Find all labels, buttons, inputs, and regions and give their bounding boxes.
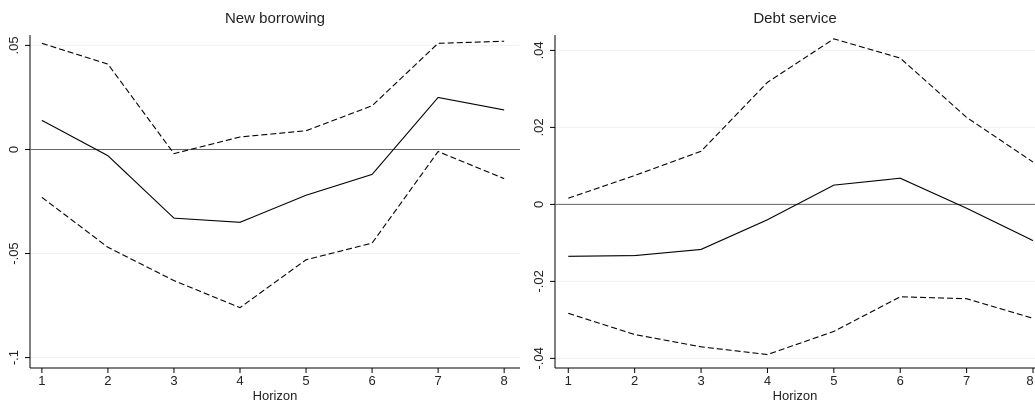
series-line <box>568 38 1034 199</box>
y-tick-label: -.04 <box>531 347 546 369</box>
x-tick-label: 5 <box>830 373 837 388</box>
series-line <box>41 40 505 155</box>
x-tick-label: 8 <box>501 373 508 388</box>
series-line <box>41 96 505 223</box>
series-line <box>568 296 1034 356</box>
x-tick-label: 2 <box>104 373 111 388</box>
x-tick-label: 6 <box>368 373 375 388</box>
x-tick-label: 5 <box>302 373 309 388</box>
x-tick-label: 1 <box>38 373 45 388</box>
y-tick-label: .04 <box>531 41 546 59</box>
x-tick-label: 1 <box>565 373 572 388</box>
y-tick-label: 0 <box>6 146 21 153</box>
y-tick-label: -.05 <box>6 242 21 264</box>
x-tick-label: 8 <box>1026 373 1033 388</box>
x-axis-label: Horizon <box>773 388 818 403</box>
x-tick-label: 6 <box>897 373 904 388</box>
x-tick-label: 3 <box>697 373 704 388</box>
x-tick-label: 7 <box>434 373 441 388</box>
y-tick-label: .02 <box>531 118 546 136</box>
x-tick-label: 7 <box>963 373 970 388</box>
x-tick-label: 2 <box>631 373 638 388</box>
y-tick-label: -.02 <box>531 270 546 292</box>
chart-title: Debt service <box>753 10 836 27</box>
y-tick-label: .05 <box>6 36 21 54</box>
x-tick-label: 4 <box>236 373 243 388</box>
series-line <box>41 150 505 309</box>
x-tick-label: 4 <box>764 373 771 388</box>
y-tick-label: -.1 <box>6 350 21 365</box>
x-axis-label: Horizon <box>253 388 298 403</box>
x-tick-label: 3 <box>170 373 177 388</box>
series-line <box>568 177 1034 257</box>
y-tick-label: 0 <box>531 201 546 208</box>
chart-title: New borrowing <box>225 10 325 27</box>
